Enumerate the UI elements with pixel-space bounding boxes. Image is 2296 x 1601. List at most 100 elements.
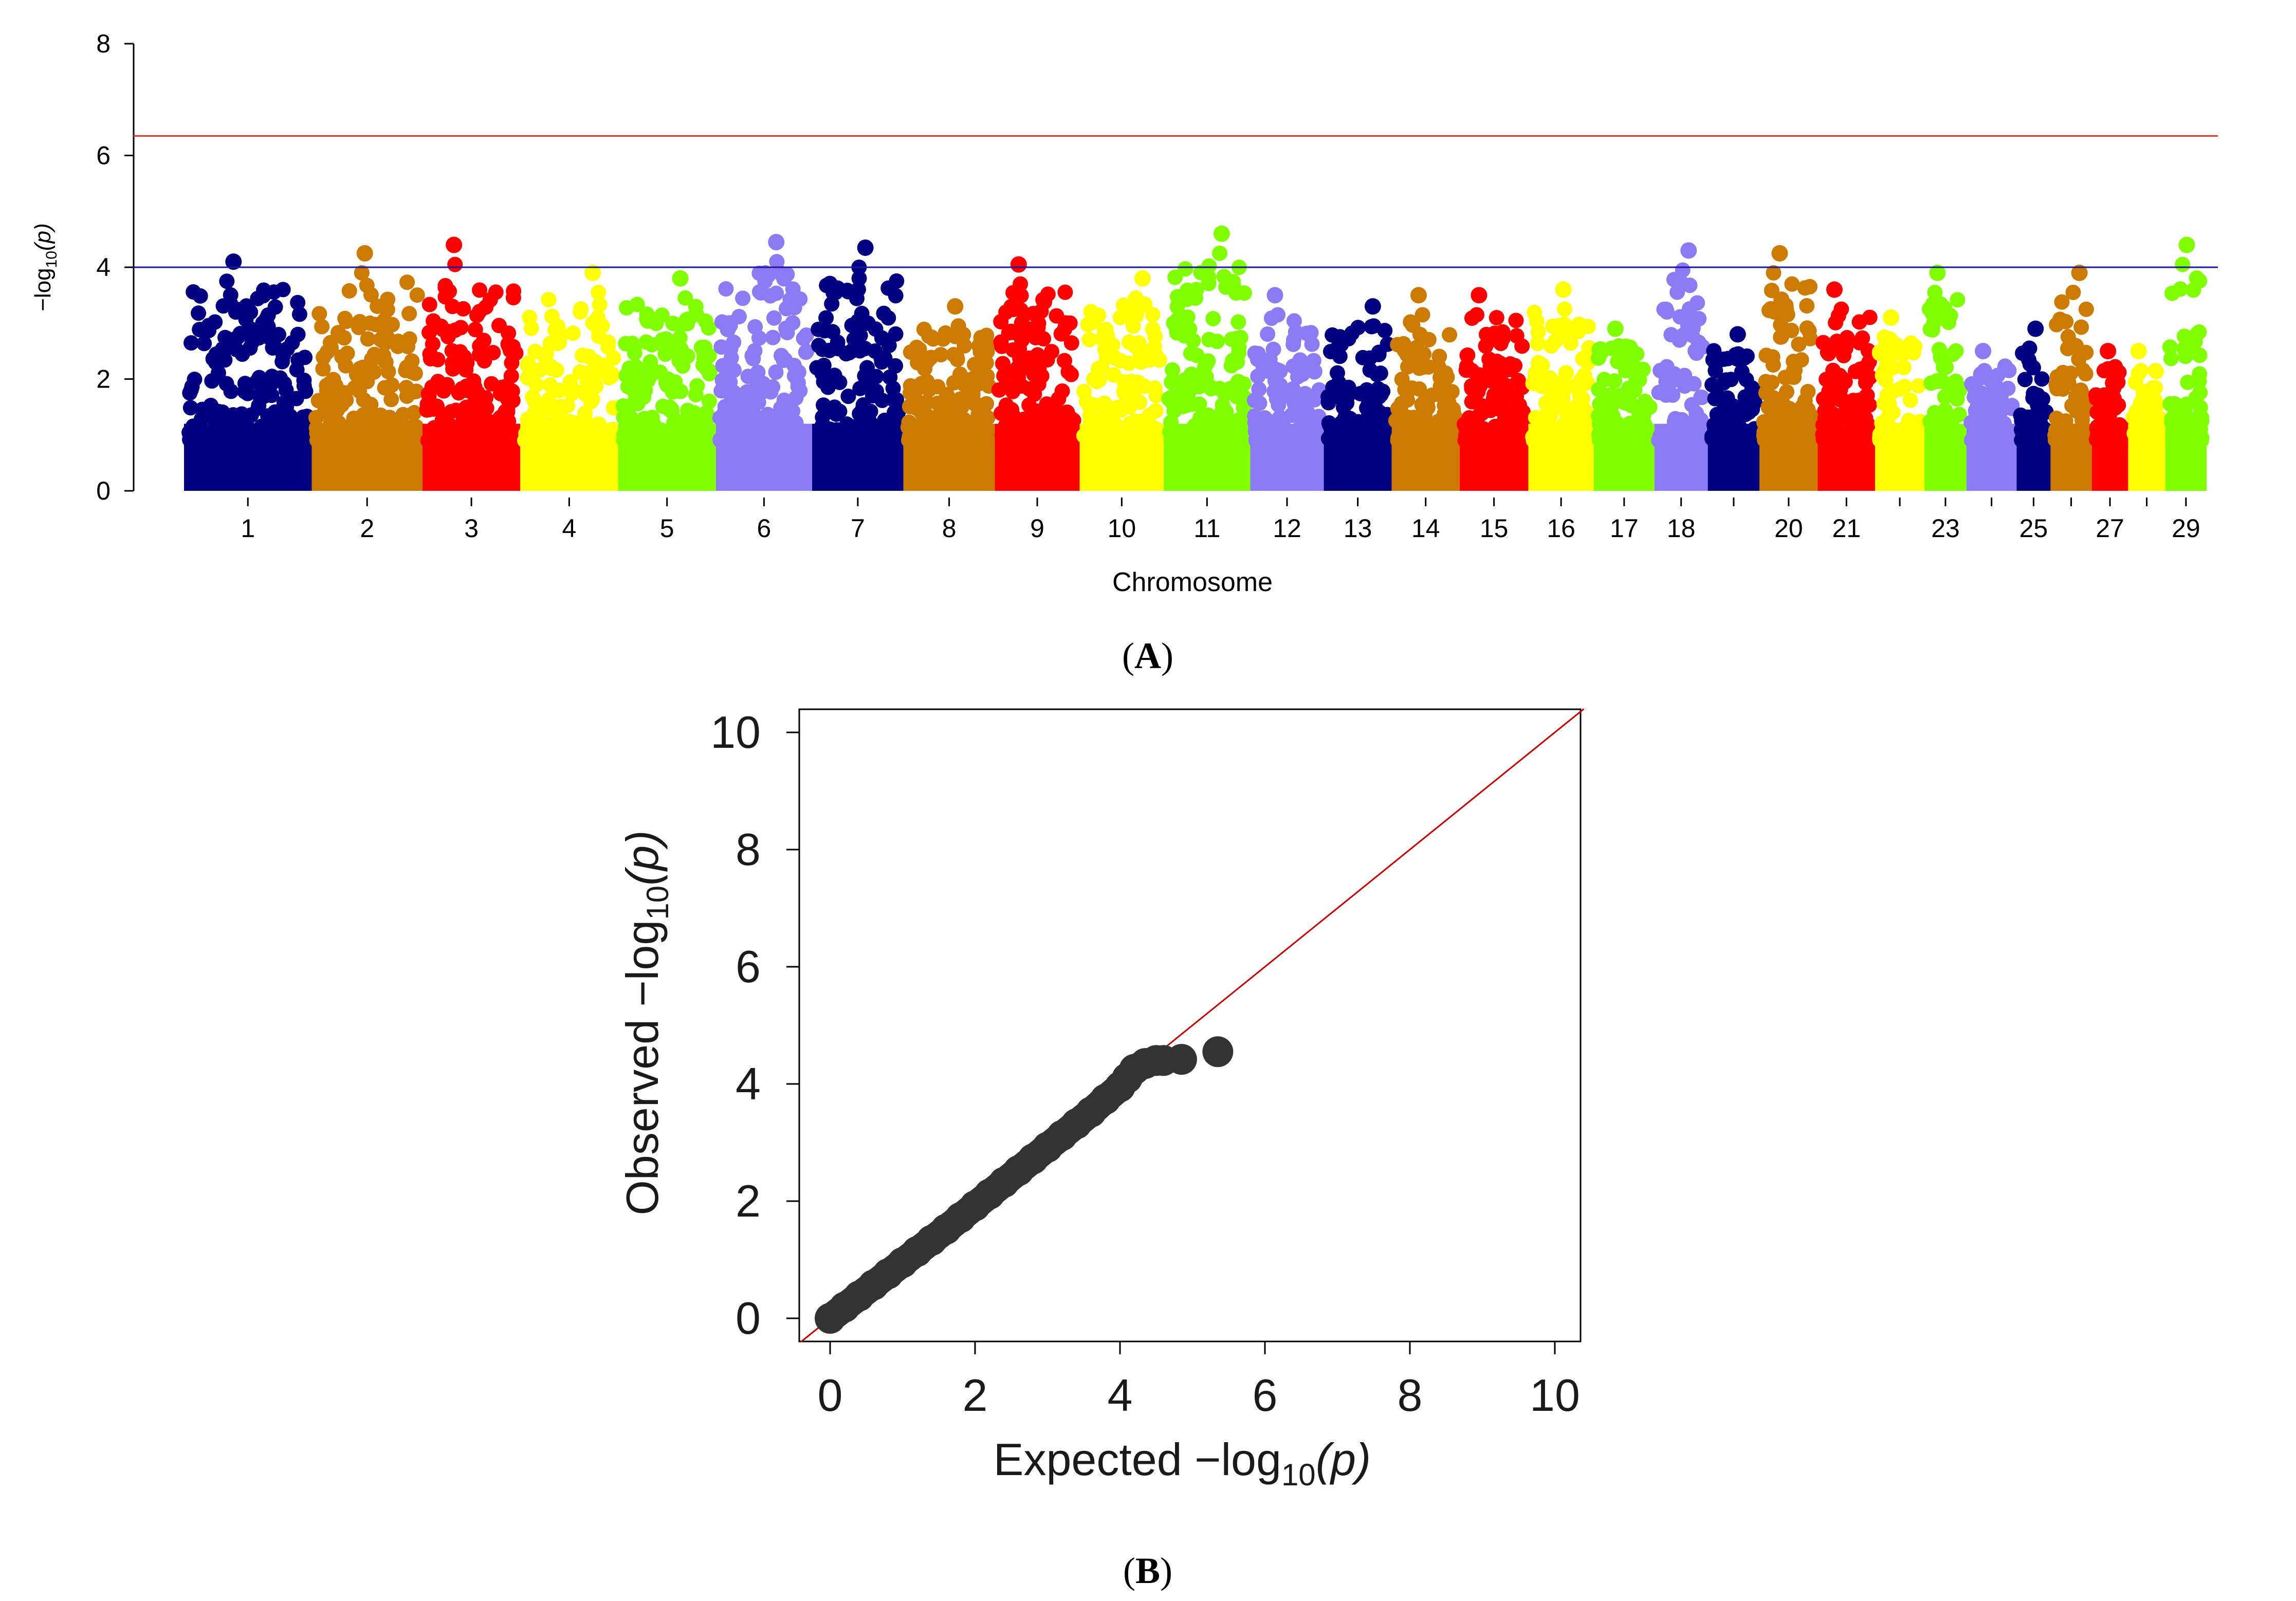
snp-point: [2189, 270, 2205, 286]
snp-point: [1167, 269, 1183, 285]
snp-point: [1020, 321, 1036, 337]
snp-point: [1685, 320, 1701, 336]
snp-point: [905, 432, 921, 448]
snp-point: [776, 392, 792, 408]
snp-point: [768, 285, 784, 301]
x-tick-label: 20: [1774, 514, 1803, 543]
snp-point: [1203, 381, 1219, 397]
snp-point: [1235, 413, 1251, 429]
snp-point: [183, 335, 199, 351]
snp-point: [423, 351, 438, 367]
snp-point: [857, 368, 873, 384]
snp-point: [445, 299, 461, 315]
snp-point: [2054, 294, 2070, 310]
snp-point: [1885, 383, 1901, 399]
chromosome-15-points: [1456, 287, 1532, 491]
chromosome-17-peak: [1607, 320, 1624, 337]
snp-point: [977, 433, 993, 449]
snp-point: [1926, 315, 1942, 330]
chromosome-8-points: [900, 298, 999, 491]
snp-point: [1881, 396, 1897, 412]
qq-y-tick-label: 8: [736, 824, 761, 875]
snp-point: [878, 413, 894, 429]
chromosome-23-peak: [1929, 264, 1946, 281]
snp-point: [1509, 328, 1524, 344]
snp-point: [936, 429, 952, 445]
x-tick-label: 8: [942, 514, 957, 543]
snp-point: [1361, 396, 1376, 412]
snp-point: [259, 432, 275, 448]
snp-point: [1091, 372, 1107, 388]
snp-point: [1860, 428, 1876, 444]
manhattan-x-ticks: 1 2 3 4 5 6 7 8 9 10 11 12 13 14 15 16 17 18 20 21 23 25 27 29: [241, 498, 2200, 543]
snp-point: [528, 377, 544, 393]
snp-point: [338, 314, 354, 329]
snp-point: [1046, 423, 1062, 439]
snp-point: [370, 298, 385, 314]
snp-point: [2092, 430, 2108, 446]
snp-point: [1323, 343, 1338, 359]
snp-point: [1197, 359, 1213, 375]
snp-point: [1630, 433, 1646, 449]
y-tick-label: 4: [96, 253, 111, 282]
snp-point: [605, 350, 621, 366]
snp-point: [456, 349, 472, 365]
snp-point: [1246, 393, 1262, 409]
snp-point: [1307, 432, 1323, 448]
snp-point: [587, 354, 603, 370]
snp-point: [379, 329, 395, 345]
snp-point: [1441, 394, 1457, 410]
snp-point: [591, 322, 607, 338]
snp-point: [215, 412, 231, 428]
snp-point: [482, 292, 498, 308]
snp-point: [1083, 304, 1099, 320]
snp-point: [1076, 383, 1092, 399]
snp-point: [1937, 389, 1953, 405]
snp-point: [869, 383, 885, 399]
snp-point: [933, 415, 949, 431]
snp-point: [565, 325, 581, 341]
snp-point: [1005, 342, 1021, 358]
snp-point: [1949, 391, 1965, 407]
snp-point: [1968, 405, 1984, 421]
snp-point: [782, 292, 798, 308]
snp-point: [950, 318, 966, 334]
snp-point: [204, 373, 220, 389]
snp-point: [1130, 374, 1146, 390]
snp-point: [1579, 375, 1595, 391]
snp-point: [2193, 421, 2209, 437]
snp-point: [2051, 415, 2067, 431]
snp-point: [360, 331, 376, 347]
snp-point: [484, 376, 500, 392]
snp-point: [368, 349, 383, 365]
snp-point: [2185, 282, 2201, 298]
snp-point: [2063, 365, 2079, 381]
snp-point: [619, 300, 635, 316]
snp-point: [1618, 363, 1633, 379]
x-tick-label: 27: [2096, 514, 2124, 543]
chromosome-3-peak: [446, 236, 463, 253]
snp-point: [1847, 363, 1863, 379]
snp-point: [363, 287, 379, 303]
snp-point: [1362, 350, 1378, 366]
chromosome-10-peak: [1134, 270, 1151, 287]
snp-point: [765, 329, 781, 345]
snp-point: [480, 432, 496, 448]
snp-point: [811, 338, 827, 354]
manhattan-y-axis-title-sub: 10: [43, 251, 60, 268]
snp-point: [532, 362, 548, 378]
snp-point: [717, 399, 733, 415]
chromosome-12-peak: [1266, 287, 1283, 304]
snp-point: [1320, 389, 1336, 404]
snp-point: [1063, 335, 1079, 351]
snp-point: [1568, 413, 1584, 429]
snp-point: [383, 392, 399, 408]
chromosome-21-peak: [1826, 281, 1843, 298]
snp-point: [1378, 432, 1394, 448]
svg-text:Observed −log10(p): Observed −log10(p): [617, 830, 675, 1215]
x-tick-label: 11: [1193, 514, 1220, 543]
x-tick-label: 4: [562, 514, 577, 543]
snp-point: [1296, 391, 1312, 407]
snp-point: [2078, 301, 2094, 317]
